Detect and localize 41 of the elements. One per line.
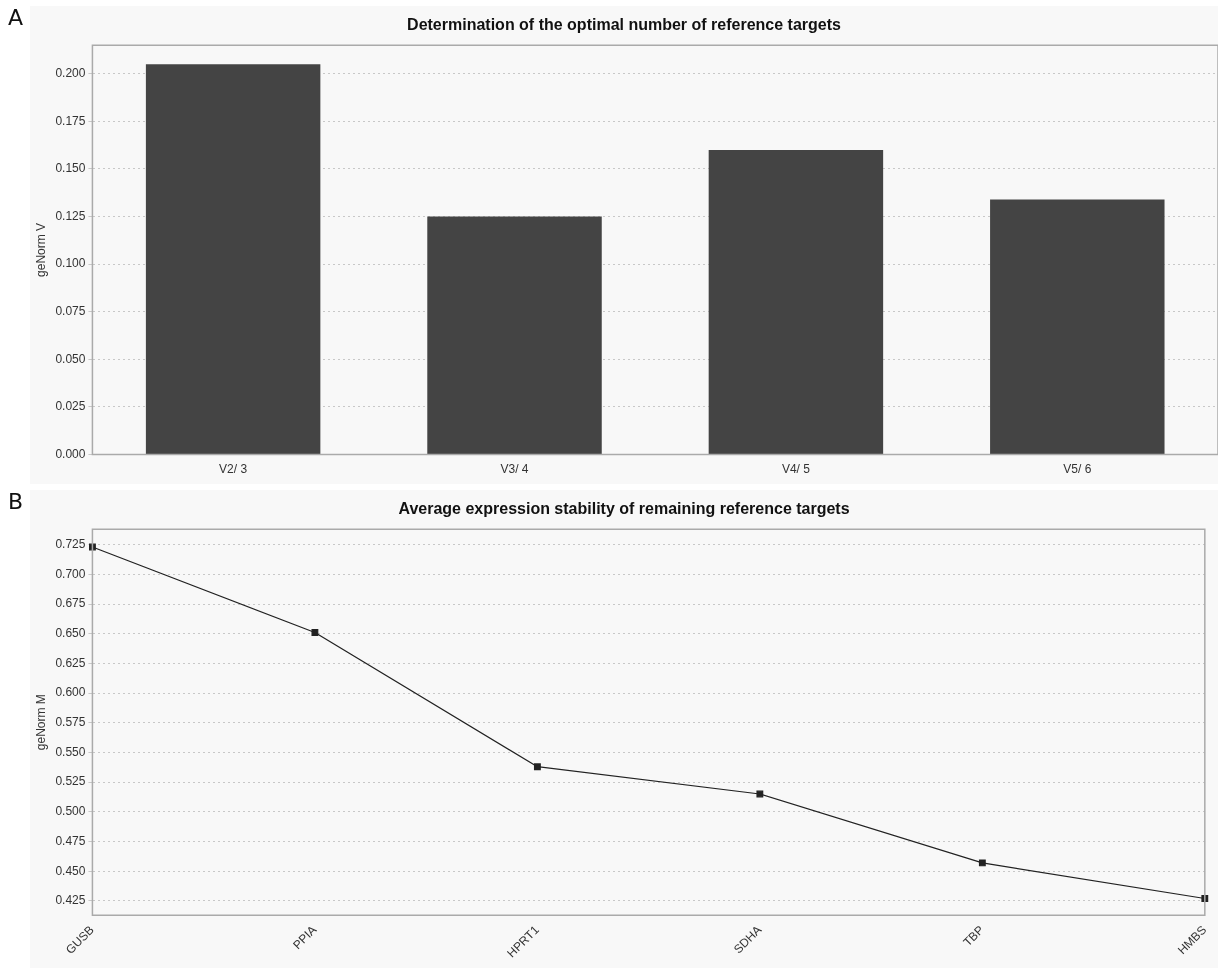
- y-tick-label: 0.575: [55, 715, 86, 730]
- y-tick-label: 0.725: [55, 536, 86, 551]
- y-tick-label: 0.125: [55, 208, 86, 223]
- y-tick-label: 0.550: [55, 744, 86, 759]
- bar: [427, 216, 602, 455]
- y-tick-label: 0.200: [55, 66, 86, 81]
- point: [978, 859, 986, 867]
- y-tick-label: 0.700: [55, 566, 86, 581]
- x-tick-label: V2/ 3: [219, 462, 248, 477]
- y-tick-label: 0.450: [55, 863, 86, 878]
- x-tick-label: TBP: [960, 922, 987, 950]
- bar: [708, 149, 884, 455]
- text: A: [8, 4, 24, 30]
- y-tick-label: 0.675: [55, 596, 86, 611]
- y-axis-title: geNorm V: [33, 222, 48, 277]
- bar: [145, 64, 321, 455]
- y-tick-label: 0.425: [55, 893, 86, 908]
- y-tick-label: 0.175: [55, 113, 86, 128]
- bar: [990, 199, 1165, 455]
- x-tick-label: V4/ 5: [781, 462, 811, 477]
- y-tick-label: 0.500: [55, 804, 86, 819]
- chart-title: Determination of the optimal number of reference targets: [407, 16, 842, 34]
- x-tick-label: V3/ 4: [500, 462, 529, 477]
- y-tick-label: 0.475: [55, 833, 86, 848]
- y-tick-label: 0.050: [55, 351, 86, 366]
- y-axis-title: geNorm M: [33, 694, 48, 751]
- point: [311, 629, 319, 636]
- chart-title: Average expression stability of remaining reference targets: [398, 500, 850, 518]
- y-tick-label: 0.025: [55, 399, 86, 414]
- y-tick-label: 0.600: [55, 685, 86, 700]
- point: [533, 763, 541, 771]
- y-tick-label: 0.075: [55, 304, 86, 319]
- point: [756, 790, 764, 798]
- text: B: [8, 488, 24, 514]
- y-tick-label: 0.650: [55, 626, 86, 641]
- y-tick-label: 0.100: [55, 256, 86, 271]
- y-tick-label: 0.150: [55, 161, 86, 176]
- x-tick-label: V5/ 6: [1063, 462, 1092, 477]
- y-tick-label: 0.000: [55, 446, 86, 461]
- y-tick-label: 0.625: [55, 655, 86, 670]
- y-tick-label: 0.525: [55, 774, 86, 789]
